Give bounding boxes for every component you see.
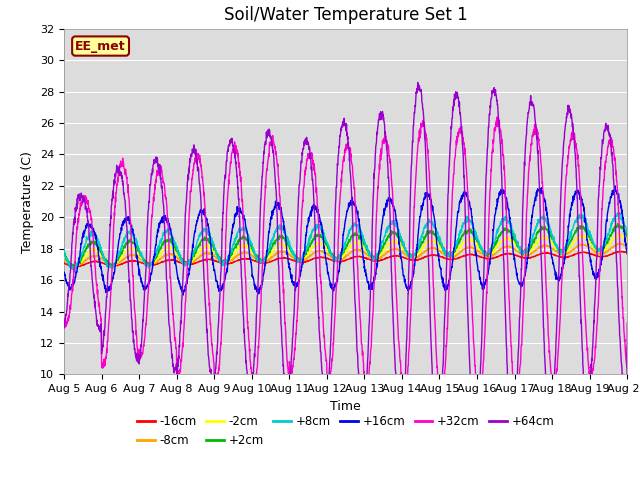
Line: -8cm: -8cm — [64, 243, 627, 266]
+2cm — [623, 234, 631, 240]
+64cm — [374, 123, 382, 129]
+8cm — [589, 241, 597, 247]
+8cm — [374, 251, 382, 256]
+16cm — [509, 251, 517, 256]
Y-axis label: Temperature (C): Temperature (C) — [22, 151, 35, 252]
+16cm — [179, 292, 187, 298]
+32cm — [574, 152, 582, 157]
-8cm — [589, 247, 597, 253]
Line: +16cm: +16cm — [64, 186, 627, 295]
+2cm — [589, 240, 597, 246]
Legend: -16cm, -8cm, -2cm, +2cm, +8cm, +16cm, +32cm, +64cm: -16cm, -8cm, -2cm, +2cm, +8cm, +16cm, +3… — [132, 410, 559, 452]
-8cm — [374, 255, 382, 261]
-2cm — [574, 236, 582, 241]
-16cm — [623, 250, 631, 255]
+8cm — [574, 216, 582, 222]
+32cm — [374, 186, 382, 192]
+16cm — [623, 251, 631, 257]
+32cm — [493, 114, 501, 120]
Line: +2cm: +2cm — [64, 224, 627, 269]
-8cm — [72, 264, 79, 269]
+2cm — [218, 258, 225, 264]
-8cm — [623, 244, 631, 250]
-16cm — [73, 264, 81, 270]
+32cm — [362, 380, 370, 386]
Title: Soil/Water Temperature Set 1: Soil/Water Temperature Set 1 — [224, 6, 467, 24]
-16cm — [362, 255, 370, 261]
+16cm — [374, 253, 382, 259]
-8cm — [218, 258, 225, 264]
-16cm — [509, 252, 517, 257]
+64cm — [362, 390, 370, 396]
-8cm — [509, 246, 517, 252]
+32cm — [399, 401, 407, 407]
+2cm — [374, 251, 382, 257]
Line: -16cm: -16cm — [64, 252, 627, 267]
-2cm — [509, 240, 517, 246]
+2cm — [574, 226, 582, 231]
-8cm — [615, 240, 623, 246]
+2cm — [614, 221, 621, 227]
+2cm — [60, 250, 68, 256]
-2cm — [616, 232, 624, 238]
+16cm — [611, 183, 619, 189]
+8cm — [616, 210, 623, 216]
+64cm — [60, 325, 68, 331]
+64cm — [623, 343, 631, 349]
-2cm — [374, 254, 382, 260]
X-axis label: Time: Time — [330, 400, 361, 413]
-8cm — [60, 257, 68, 263]
-8cm — [574, 243, 582, 249]
+64cm — [574, 219, 582, 225]
+32cm — [510, 385, 518, 391]
+2cm — [509, 235, 517, 241]
-16cm — [218, 260, 225, 265]
+16cm — [589, 272, 597, 278]
+8cm — [218, 261, 225, 267]
+8cm — [60, 247, 68, 252]
+8cm — [362, 243, 370, 249]
-2cm — [60, 253, 68, 259]
+2cm — [362, 243, 370, 249]
+2cm — [70, 266, 77, 272]
+64cm — [217, 268, 225, 274]
+32cm — [217, 341, 225, 347]
-16cm — [60, 260, 68, 266]
+64cm — [434, 448, 442, 454]
+8cm — [70, 268, 78, 274]
-16cm — [589, 252, 597, 258]
Line: +8cm: +8cm — [64, 213, 627, 271]
-2cm — [623, 238, 631, 243]
-2cm — [362, 248, 370, 253]
Text: EE_met: EE_met — [76, 39, 126, 52]
+32cm — [60, 316, 68, 322]
+8cm — [509, 231, 517, 237]
-16cm — [374, 258, 382, 264]
-2cm — [218, 256, 225, 262]
+64cm — [510, 434, 518, 440]
Line: -2cm: -2cm — [64, 235, 627, 266]
-16cm — [618, 249, 625, 254]
+8cm — [623, 227, 631, 233]
+16cm — [218, 288, 225, 294]
+32cm — [623, 320, 631, 326]
-16cm — [574, 250, 582, 256]
+16cm — [362, 273, 370, 279]
Line: +32cm: +32cm — [64, 117, 627, 404]
Line: +64cm: +64cm — [64, 83, 627, 451]
+16cm — [574, 189, 582, 195]
-8cm — [362, 251, 370, 256]
+64cm — [589, 329, 597, 335]
-2cm — [68, 264, 76, 269]
+32cm — [589, 362, 597, 368]
+16cm — [60, 270, 68, 276]
-2cm — [589, 244, 597, 250]
+64cm — [414, 80, 422, 85]
